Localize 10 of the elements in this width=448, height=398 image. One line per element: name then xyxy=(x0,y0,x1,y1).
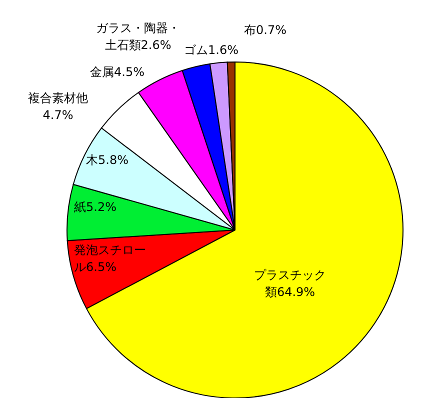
slice-label: 布0.7% xyxy=(244,23,286,37)
slice-label: ガラス・陶器・土石類2.6% xyxy=(96,21,180,52)
slice-label: ゴム1.6% xyxy=(184,43,238,57)
slice-label: 木5.8% xyxy=(86,153,128,167)
slice-label: プラスチック類64.9% xyxy=(254,268,326,299)
slice-label: 複合素材他 xyxy=(28,91,88,105)
data-label: 4.7% xyxy=(42,108,74,122)
slice-label: 紙5.2% xyxy=(74,200,116,214)
slice-label: 金属4.5% xyxy=(90,65,144,79)
slice-label: 発泡スチロール6.5% xyxy=(74,243,146,274)
